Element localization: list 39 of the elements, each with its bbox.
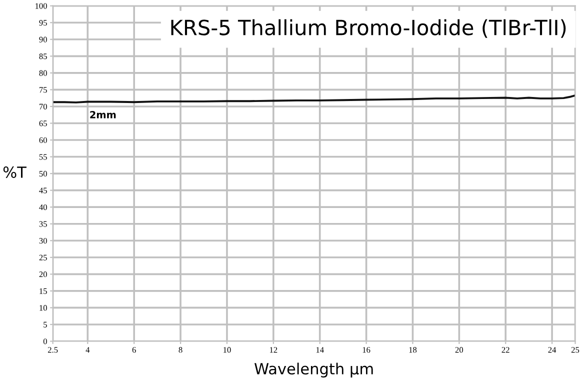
annotation: 2mm [90,110,116,118]
y-tick-label: 45 [39,188,47,194]
x-tick-label: 24 [548,347,556,353]
x-axis-title: Wavelength µm [254,362,373,378]
x-tick-label: 12 [270,347,278,353]
y-tick-label: 50 [39,170,47,177]
y-tick-label: 25 [39,254,47,260]
x-tick-label: 18 [409,347,417,353]
y-tick-label: 35 [39,221,47,227]
y-tick-label: 40 [39,204,47,210]
y-tick-label: 20 [39,272,47,278]
x-tick-label: 14 [316,347,324,353]
y-tick-label: 15 [40,288,47,294]
x-tick-label: 6 [132,347,136,353]
x-tick-label: 4 [86,347,90,353]
y-tick-label: 100 [36,3,47,9]
y-tick-label: 75 [39,87,47,93]
text: KRS-5 Thallium Bromo-Iodide (TlBr-TlI) [171,19,566,38]
y-tick-label: 10 [40,305,47,311]
x-tick-label: 2.5 [48,347,58,353]
y-tick-label: 95 [39,20,47,26]
y-tick-label: 5 [44,322,47,328]
y-tick-label: 0 [43,338,47,344]
y-tick-label: 55 [39,154,47,160]
y-tick-label: 85 [39,54,47,60]
y-tick-label: 60 [39,137,47,143]
x-tick-label: 10 [224,347,231,353]
x-tick-label: 20 [455,347,464,353]
x-tick-label: 16 [362,347,370,353]
y-tick-label: 65 [39,120,47,126]
y-tick-label: 90 [39,36,47,42]
line-series [52,94,576,104]
x-tick-label: 22 [502,347,510,353]
y-axis-title: %T [3,166,26,178]
x-tick-label: 8 [178,347,182,353]
y-tick-label: 80 [39,70,47,76]
y-tick-label: 30 [39,238,47,244]
x-tick-label: 25 [571,347,580,353]
y-tick-label: 70 [39,104,47,110]
